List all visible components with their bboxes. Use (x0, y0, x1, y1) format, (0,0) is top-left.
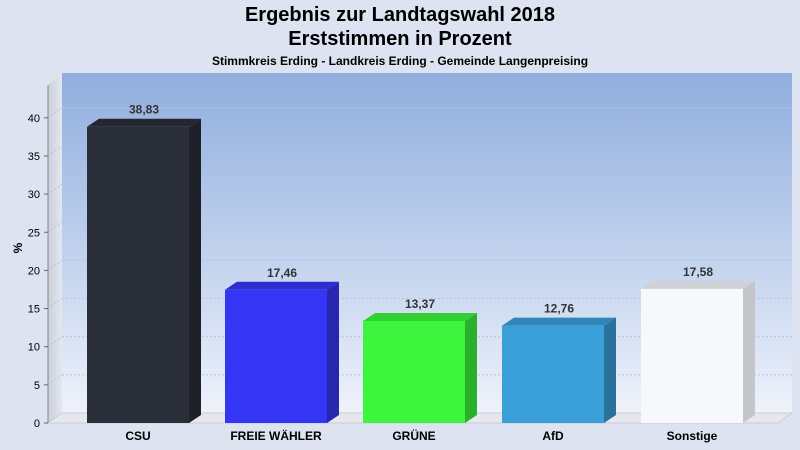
grid-line (47, 221, 63, 233)
bar-top (641, 280, 755, 289)
y-tick-label: 10 (28, 342, 40, 354)
grid-line (47, 183, 63, 195)
y-tick-label: 5 (34, 380, 40, 392)
data-label: 17,58 (683, 265, 713, 279)
grid-line (47, 336, 63, 348)
y-tick-label: 35 (28, 151, 40, 163)
y-tick-label: 15 (28, 304, 40, 316)
bar-side (327, 281, 339, 423)
bar (502, 325, 604, 423)
x-tick-label: CSU (125, 429, 150, 443)
y-tick-label: 20 (28, 265, 40, 277)
data-label: 17,46 (267, 266, 297, 280)
grid-line (47, 374, 63, 386)
bar-side (189, 118, 201, 423)
chart-region-label: Stimmkreis Erding - Landkreis Erding - G… (211, 54, 589, 68)
grid-line (47, 107, 63, 119)
chart-title: Ergebnis zur Landtagswahl 2018 (244, 4, 556, 26)
bar-side (743, 280, 755, 423)
bar-top (363, 312, 477, 321)
grid-line (47, 298, 63, 309)
y-tick-label: 0 (34, 418, 40, 430)
bar (87, 126, 189, 423)
y-tick-label: 30 (28, 189, 40, 201)
x-tick-label: FREIE WÄHLER (230, 428, 322, 443)
bar (641, 288, 743, 423)
grid-line (47, 145, 63, 157)
data-label: 13,37 (405, 297, 435, 311)
bar-top (502, 317, 616, 326)
bar (225, 289, 327, 423)
x-tick-label: Sonstige (667, 429, 718, 443)
grid-line (47, 259, 63, 271)
data-label: 38,83 (129, 103, 159, 117)
chart-subtitle: Erststimmen in Prozent (288, 28, 512, 50)
bar-side (465, 312, 477, 423)
y-axis-label: % (11, 242, 25, 253)
y-tick-label: 40 (28, 113, 40, 125)
bar-top (225, 281, 339, 290)
y-tick-label: 25 (28, 227, 40, 239)
bar-side (604, 317, 616, 423)
x-tick-label: GRÜNE (392, 428, 435, 443)
bar-top (87, 118, 201, 127)
bar (363, 320, 465, 423)
plot-left-wall (48, 73, 62, 423)
data-label: 12,76 (544, 302, 574, 316)
x-tick-label: AfD (542, 429, 564, 443)
